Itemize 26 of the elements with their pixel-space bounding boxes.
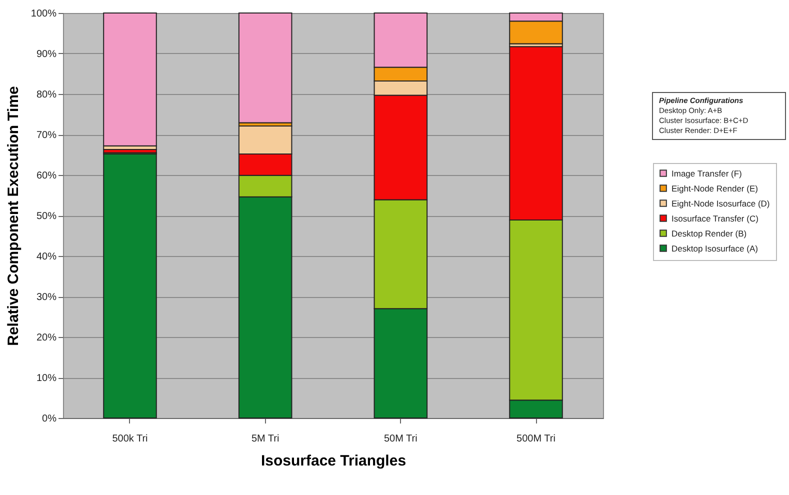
y-tick-label: 40%: [36, 252, 57, 262]
legend-label: Isosurface Transfer (C): [672, 213, 759, 224]
bar: [103, 12, 157, 146]
y-tick-label: 20%: [36, 332, 57, 344]
y-tick-label: 60%: [36, 170, 57, 182]
legend-label: Eight-Node Isosurface (D): [672, 198, 770, 208]
y-tick-label: 50%: [36, 211, 57, 222]
y-tick-label: 90%: [36, 49, 57, 60]
x-tick-label: 5M Tri: [251, 434, 280, 444]
legend-label: Desktop Render (B): [672, 228, 747, 238]
legend-label: Image Transfer (F): [672, 168, 742, 178]
bar: [103, 153, 157, 418]
y-tick-label: 100%: [30, 8, 57, 20]
y-tick-label: 10%: [36, 373, 57, 384]
legend-label: Desktop Isosurface (A): [672, 243, 758, 254]
x-tick-label: 500k Tri: [112, 434, 148, 444]
bar: [238, 12, 292, 124]
y-tick-label: 30%: [36, 292, 57, 303]
y-tick-label: 80%: [36, 90, 57, 100]
x-tick-label: 50M Tri: [384, 434, 418, 444]
y-tick-label: 0%: [42, 414, 57, 424]
y-axis-title: Relative Component Execution Time: [4, 86, 22, 346]
x-tick-label: 500M Tri: [516, 434, 556, 444]
x-axis-title: Isosurface Triangles: [260, 452, 406, 470]
legend-label: Eight-Node Render (E): [672, 183, 758, 194]
y-tick-label: 70%: [36, 130, 57, 141]
